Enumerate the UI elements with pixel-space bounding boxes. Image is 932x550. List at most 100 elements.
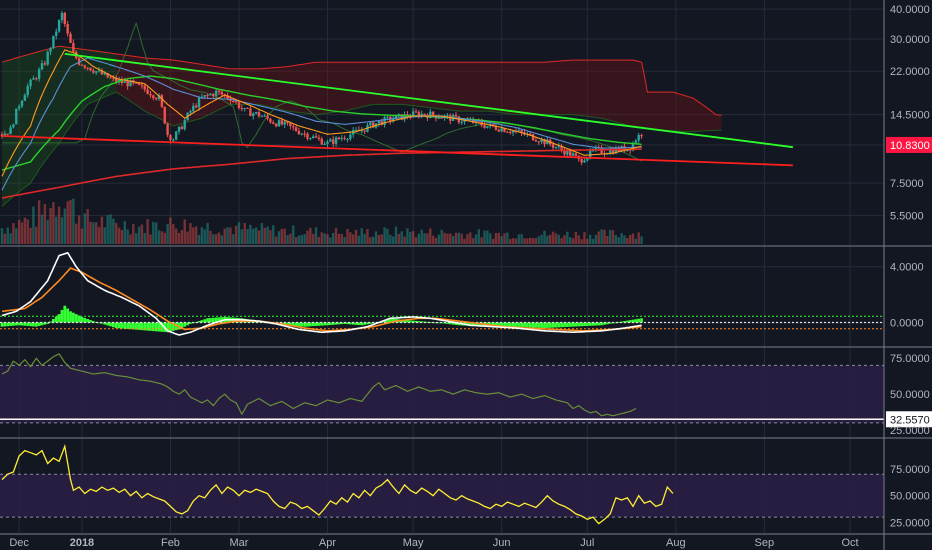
macd-histogram-bar <box>497 322 501 327</box>
volume-bar <box>66 201 69 244</box>
candle-body <box>183 120 186 130</box>
volume-bar <box>226 227 229 244</box>
macd-histogram-bar <box>149 322 152 331</box>
candle-body <box>55 31 58 36</box>
macd-histogram-bar <box>363 322 367 325</box>
candle-body <box>112 77 115 79</box>
volume-bar <box>186 231 189 244</box>
candle-body <box>511 130 515 133</box>
candle-body <box>300 133 303 135</box>
volume-bar <box>600 229 603 244</box>
volume-bar <box>417 233 421 244</box>
volume-bar <box>203 229 206 244</box>
candle-body <box>37 69 41 79</box>
candle-body <box>169 135 172 141</box>
volume-bar <box>289 233 292 244</box>
price-axes: 40.0000 30.0000 22.0000 14.5000 10.8300 7.500… <box>886 4 932 529</box>
volume-bar <box>174 228 178 244</box>
candle-body <box>17 106 21 109</box>
volume-bar <box>611 230 615 244</box>
macd-histogram-bar <box>43 322 47 325</box>
macd-line <box>1 252 642 336</box>
volume-bar <box>523 238 526 244</box>
rsi-pane <box>0 353 884 421</box>
candle-body <box>69 33 72 43</box>
volume-bar <box>95 222 98 244</box>
volume-bar <box>220 235 224 244</box>
macd-histogram-bar <box>568 322 572 327</box>
macd-histogram-bar <box>23 322 27 326</box>
macd-histogram-bar <box>51 319 55 323</box>
volume-bar <box>371 236 375 244</box>
time-tick-label: Mar <box>230 537 249 549</box>
candle-body <box>286 121 289 123</box>
macd-histogram-bar <box>328 322 332 326</box>
candle-body <box>557 146 560 148</box>
macd-histogram-bar <box>308 322 312 327</box>
volume-bar <box>500 236 503 244</box>
volume-bar <box>37 200 41 244</box>
volume-bar <box>89 221 92 244</box>
macd-histogram-bar <box>545 322 549 328</box>
macd-histogram-bar <box>360 322 364 326</box>
stoch-tick-label: 25.0000 <box>890 517 930 529</box>
volume-bar <box>483 230 486 244</box>
macd-histogram-bar <box>91 321 95 323</box>
macd-histogram-bar <box>557 322 561 328</box>
candle-body <box>152 95 155 99</box>
macd-histogram-bar <box>477 322 481 327</box>
volume-bar <box>29 227 32 244</box>
volume-bar <box>460 233 463 244</box>
volume-bar <box>360 228 363 244</box>
macd-histogram-bar <box>631 319 635 323</box>
candle-body <box>463 119 466 122</box>
candle-body <box>95 71 98 73</box>
cloud-upper-line <box>1 45 722 116</box>
volume-bar <box>223 228 226 244</box>
volume-bar <box>217 232 221 244</box>
volume-bar <box>546 235 549 244</box>
macd-histogram-bar <box>71 312 75 323</box>
macd-histogram-bar <box>197 321 201 323</box>
price-tick-label: 7.5000 <box>890 178 924 190</box>
volume-bar <box>400 231 403 244</box>
candle-body <box>277 120 281 127</box>
volume-bar <box>317 237 321 244</box>
macd-histogram-bar <box>531 322 535 328</box>
macd-histogram-bar <box>80 316 84 323</box>
volume-bar <box>123 221 126 244</box>
macd-histogram-bar <box>146 322 150 331</box>
candle-body <box>3 133 7 137</box>
candle-body <box>571 153 575 156</box>
macd-histogram-bar <box>337 322 341 325</box>
macd-histogram-bar <box>448 322 452 325</box>
volume-bar <box>192 227 195 244</box>
macd-histogram-bar <box>340 322 344 325</box>
candle-body <box>9 127 12 135</box>
candle-body <box>554 146 558 148</box>
candle-body <box>254 112 258 114</box>
volume-bar <box>0 228 4 244</box>
macd-histogram-bar <box>320 322 324 326</box>
volume-bar <box>560 238 563 244</box>
volume-bar <box>574 231 578 244</box>
volume-bar <box>354 229 358 244</box>
candle-body <box>340 138 343 140</box>
macd-histogram-bar <box>348 322 352 325</box>
macd-histogram-bar <box>9 322 12 326</box>
volume-bar <box>63 208 67 244</box>
volume-bar <box>329 237 332 244</box>
macd-histogram-bar <box>351 322 355 325</box>
price-tick-label: 30.0000 <box>890 34 930 46</box>
macd-histogram-bar <box>29 322 32 327</box>
volume-bar <box>266 226 269 244</box>
candle-body <box>29 79 32 87</box>
volume-bar <box>557 234 560 244</box>
macd-histogram-bar <box>151 322 155 332</box>
macd-histogram-bar <box>517 322 521 327</box>
volume-bar <box>503 233 506 244</box>
volume-bar <box>134 233 138 244</box>
volume-bar <box>80 228 84 244</box>
